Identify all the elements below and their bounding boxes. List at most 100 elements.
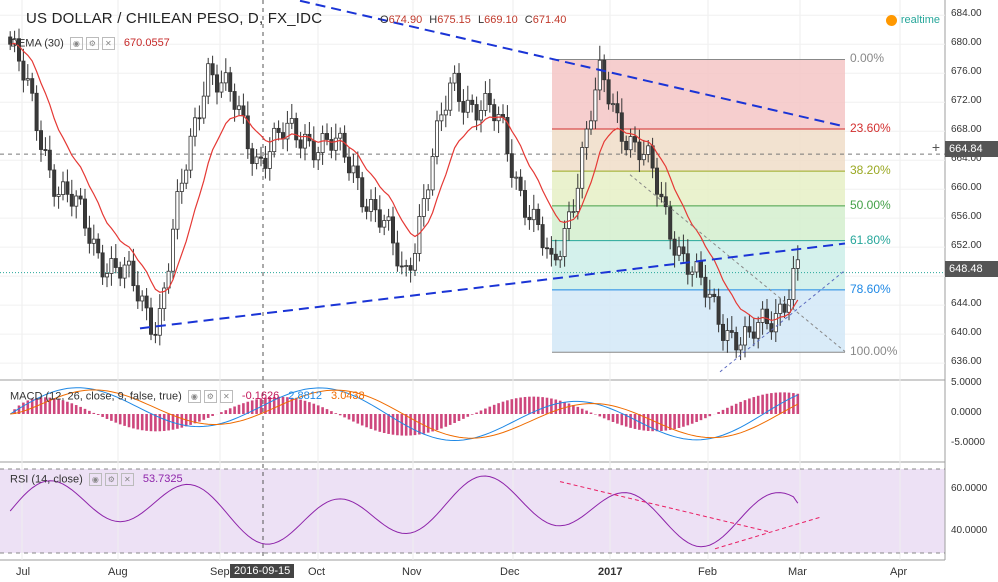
macd-hist-bar xyxy=(479,410,483,414)
candle-body xyxy=(157,308,162,336)
candle-body xyxy=(778,303,783,314)
candle-body xyxy=(368,199,373,212)
macd-hist-bar xyxy=(470,414,474,415)
candle-body xyxy=(518,176,523,191)
macd-hist-bar xyxy=(616,414,619,424)
close-icon[interactable]: ✕ xyxy=(120,473,134,486)
candle-body xyxy=(236,105,241,110)
eye-icon[interactable]: ◉ xyxy=(187,390,201,403)
candle-body xyxy=(320,133,325,153)
fib-zone xyxy=(552,289,845,353)
macd-panel xyxy=(0,382,945,462)
rsi-trendline xyxy=(559,481,771,533)
candle-body xyxy=(729,330,734,333)
macd-hist-bar xyxy=(796,393,800,414)
candle-body xyxy=(263,157,268,169)
close-icon[interactable]: ✕ xyxy=(101,37,115,50)
candle-body xyxy=(214,74,219,93)
macd-hist-bar xyxy=(580,408,584,414)
macd-hist-bar xyxy=(585,410,588,414)
price-tick-label: 680.00 xyxy=(951,37,982,49)
macd-hist-bar xyxy=(180,414,184,428)
candle-body xyxy=(113,258,118,268)
macd-hist-bar xyxy=(162,414,166,431)
macd-tick-label: 0.0000 xyxy=(951,407,982,418)
candle-body xyxy=(421,198,426,217)
eye-icon[interactable]: ◉ xyxy=(88,473,102,486)
candle-body xyxy=(47,149,52,171)
fib-label-5: 78.60% xyxy=(850,281,891,296)
macd-hist-bar xyxy=(202,414,206,420)
macd-hist-bar xyxy=(748,398,751,414)
candle-body xyxy=(382,220,387,228)
macd-hist-bar xyxy=(413,414,417,436)
macd-hist-bar xyxy=(242,403,245,414)
plus-icon[interactable]: + xyxy=(931,139,941,155)
macd-hist-bar xyxy=(770,393,773,414)
candles xyxy=(8,28,800,361)
candle-body xyxy=(16,38,21,62)
macd-hist-bar xyxy=(651,414,654,432)
fib-label-1: 23.60% xyxy=(850,121,891,136)
candle-body xyxy=(782,303,787,313)
macd-tick-label: -5.0000 xyxy=(951,437,985,448)
rsi-line xyxy=(9,475,799,548)
candle-body xyxy=(232,91,237,110)
gear-icon[interactable]: ⚙ xyxy=(104,473,118,486)
candle-body xyxy=(276,127,281,133)
candle-body xyxy=(390,216,395,244)
macd-hist-bar xyxy=(400,414,404,436)
realtime-indicator[interactable]: realtime xyxy=(885,14,940,26)
crosshair-price-tag: 664.84 xyxy=(945,141,998,157)
macd-hist-bar xyxy=(752,397,756,414)
macd-signal-line xyxy=(10,389,799,439)
fib-label-4: 61.80% xyxy=(850,232,891,247)
candle-body xyxy=(364,206,369,212)
price-tick-label: 656.00 xyxy=(951,211,982,223)
macd-hist-bar xyxy=(673,414,676,430)
close-icon[interactable]: ✕ xyxy=(219,390,233,403)
macd-hist-bar xyxy=(387,414,390,434)
macd-hist-bar xyxy=(88,410,91,414)
candle-body xyxy=(593,89,598,122)
candle-body xyxy=(65,181,70,195)
dema-value: 670.0557 xyxy=(123,37,170,50)
candle-body xyxy=(338,132,343,139)
candle-body xyxy=(571,211,576,213)
macd-hist-bar xyxy=(620,414,624,426)
macd-hist-bar xyxy=(299,399,302,414)
dema-legend[interactable]: DEMA (30) ◉ ⚙ ✕ 670.0557 xyxy=(10,37,170,50)
macd-hist-bar xyxy=(567,403,571,414)
gear-icon[interactable]: ⚙ xyxy=(203,390,217,403)
macd-hist-bar xyxy=(409,414,412,436)
gear-icon[interactable]: ⚙ xyxy=(85,37,99,50)
price-tick-label: 672.00 xyxy=(951,95,982,107)
candle-body xyxy=(470,99,475,105)
eye-icon[interactable]: ◉ xyxy=(69,37,83,50)
macd-legend[interactable]: MACD (12, 26, close, 9, false, true) ◉ ⚙ ✕… xyxy=(10,390,365,403)
candle-body xyxy=(12,38,17,45)
macd-hist-bar xyxy=(624,414,628,427)
dema-line xyxy=(10,42,799,322)
macd-hist-bar xyxy=(338,414,342,416)
candle-body xyxy=(360,177,365,208)
macd-hist-bar xyxy=(268,397,272,414)
candle-body xyxy=(465,99,470,113)
macd-hist-bar xyxy=(466,414,470,417)
macd-hist-bar xyxy=(211,414,214,417)
candle-body xyxy=(628,136,633,151)
macd-hist-bar xyxy=(233,406,236,414)
macd-hist-bar xyxy=(457,414,461,421)
macd-hist-bar xyxy=(607,414,610,421)
macd-hist-bar xyxy=(198,414,201,422)
macd-hist-bar xyxy=(629,414,632,428)
candle-body xyxy=(791,267,796,300)
candle-body xyxy=(254,156,259,164)
candle-body xyxy=(747,326,752,333)
macd-label: MACD (12, 26, close, 9, false, true) xyxy=(10,390,182,403)
rsi-legend[interactable]: RSI (14, close) ◉ ⚙ ✕ 53.7325 xyxy=(10,473,183,486)
ohlc-low-label: L xyxy=(477,14,485,26)
candle-body xyxy=(355,165,360,179)
macd-hist-bar xyxy=(308,402,311,414)
